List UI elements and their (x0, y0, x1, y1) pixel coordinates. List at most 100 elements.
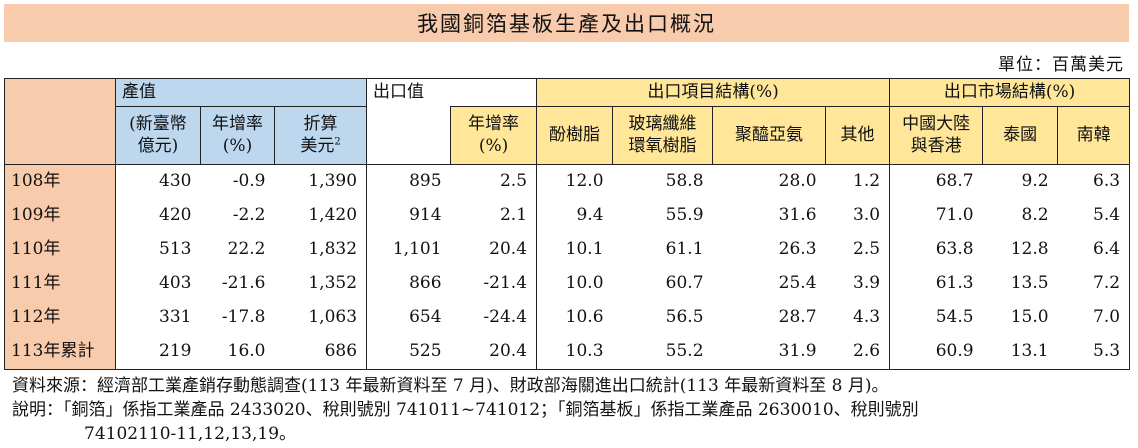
notes: 資料來源：經濟部工業產銷存動態調查(113 年最新資料至 7 月)、財政部海關進… (12, 374, 919, 446)
row-year: 108年 (4, 164, 116, 199)
cell-growth: 16.0 (200, 335, 275, 370)
cell-export-growth: 20.4 (450, 233, 538, 267)
cell-thailand: 13.5 (1010, 273, 1049, 294)
header-export-growth: 年增率 (%) (450, 106, 538, 165)
cell-korea: 7.0 (1057, 301, 1131, 335)
cell-glass-epoxy: 55.2 (612, 335, 713, 370)
cell-thailand: 9.2 (1021, 171, 1049, 192)
table-row: 109年 420 -2.2 1,420 914 2.1 9.4 55.9 31.6 3.0 71.0… (4, 199, 1131, 233)
header-ntd: (新臺幣 億元) (115, 106, 201, 165)
cell-other: 2.5 (825, 233, 891, 267)
cell-korea: 6.3 (1057, 164, 1131, 199)
cell-korea: 5.4 (1057, 199, 1131, 233)
cell-export: 895 (366, 164, 451, 199)
cell-export: 1,101 (366, 233, 451, 267)
cell-thailand: 12.8 (1010, 239, 1049, 260)
table-row: 112年 331 -17.8 1,063 654 -24.4 10.6 56.5 28.7 4.3… (4, 301, 1131, 335)
cell-thailand: 15.0 (1010, 307, 1049, 328)
cell-korea: 6.4 (1057, 233, 1131, 267)
cell-polyimide: 28.0 (778, 171, 817, 192)
table-row: 108年 430 -0.9 1,390 895 2.5 12.0 58.8 28.0 1.2 68.… (4, 164, 1131, 199)
cell-korea: 7.2 (1057, 267, 1131, 301)
cell-thailand: 13.1 (982, 335, 1058, 370)
row-year: 109年 (4, 199, 116, 233)
cell-glass-epoxy: 55.9 (665, 205, 704, 226)
cell-ntd: 219 (115, 335, 201, 370)
row-year: 113年累計 (4, 335, 116, 370)
table-row: 111年 403 -21.6 1,352 866 -21.4 10.0 60.7 25.4 3.9… (4, 267, 1131, 301)
cell-china-hk: 60.9 (889, 335, 983, 370)
cell-glass-epoxy: 58.8 (665, 171, 704, 192)
cell-export-growth: 2.5 (450, 164, 538, 199)
cell-other: 3.9 (825, 267, 891, 301)
table-row: 113年累計 219 16.0 686 525 20.4 10.3 55.2 31.9 2.6 60… (4, 335, 1131, 370)
cell-growth: 22.2 (227, 239, 266, 260)
cell-growth: -0.9 (232, 171, 266, 192)
source-note: 資料來源：經濟部工業產銷存動態調查(113 年最新資料至 7 月)、財政部海關進… (12, 376, 889, 396)
cell-export-growth: 20.4 (450, 335, 538, 370)
header-china-hk: 中國大陸 與香港 (889, 106, 984, 165)
cell-korea: 5.3 (1057, 335, 1131, 370)
row-year: 111年 (4, 267, 116, 301)
cell-growth: -21.6 (221, 273, 266, 294)
cell-export: 654 (366, 301, 451, 335)
cell-china-hk: 71.0 (889, 199, 983, 233)
cell-glass-epoxy: 61.1 (665, 239, 704, 260)
cell-polyimide: 26.3 (778, 239, 817, 260)
header-usd: 折算 美元2 (273, 106, 368, 165)
cell-export-growth: 2.1 (450, 199, 538, 233)
cell-glass-epoxy: 60.7 (665, 273, 704, 294)
cell-ntd: 513 (115, 233, 201, 267)
cell-ntd: 331 (115, 301, 201, 335)
cell-growth: -2.2 (232, 205, 266, 226)
cell-china-hk: 68.7 (889, 164, 983, 199)
corner-cell (4, 78, 116, 165)
cell-polyimide: 31.9 (712, 335, 826, 370)
cell-usd: 1,420 (274, 199, 368, 233)
table-row: 110年 513 22.2 1,832 1,101 20.4 10.1 61.1 26.3 2.5… (4, 233, 1131, 267)
cell-usd: 1,352 (274, 267, 368, 301)
cell-phenolic: 9.4 (536, 199, 613, 233)
header-export-markets: 出口市場結構(%) (889, 78, 1131, 107)
cell-other: 1.2 (825, 164, 891, 199)
header-export-value: 出口值 (366, 78, 538, 107)
cell-phenolic: 10.3 (536, 335, 613, 370)
cell-china-hk: 54.5 (889, 301, 983, 335)
cell-export-growth: -24.4 (450, 301, 538, 335)
copper-clad-laminate-table: 產值 出口值 出口項目結構(%) 出口市場結構(%) (新臺幣 億元) 年增率 (%… (4, 78, 1131, 370)
cell-china-hk: 61.3 (889, 267, 983, 301)
cell-export: 914 (366, 199, 451, 233)
header-phenolic: 酚樹脂 (536, 106, 614, 165)
cell-export-growth: -21.4 (450, 267, 538, 301)
cell-other: 4.3 (825, 301, 891, 335)
header-polyimide: 聚醯亞氨 (712, 106, 827, 165)
row-year: 112年 (4, 301, 116, 335)
header-thailand: 泰國 (982, 106, 1059, 165)
row-year: 110年 (4, 233, 116, 267)
header-glass-epoxy: 玻璃纖維 環氧樹脂 (612, 106, 714, 165)
cell-china-hk: 63.8 (889, 233, 983, 267)
cell-other: 3.0 (825, 199, 891, 233)
cell-export: 525 (366, 335, 451, 370)
cell-thailand: 8.2 (1021, 205, 1049, 226)
cell-polyimide: 25.4 (778, 273, 817, 294)
cell-polyimide: 31.6 (778, 205, 817, 226)
cell-phenolic: 10.1 (536, 233, 613, 267)
cell-usd: 1,390 (274, 164, 368, 199)
cell-export: 866 (366, 267, 451, 301)
cell-phenolic: 10.6 (536, 301, 613, 335)
unit-label: 單位：百萬美元 (998, 55, 1124, 75)
cell-glass-epoxy: 56.5 (665, 307, 704, 328)
explanation-note: 說明：「銅箔」係指工業產品 2433020、稅則號別 741011~741012… (12, 400, 919, 420)
header-production-value: 產值 (114, 78, 368, 107)
cell-growth: -17.8 (221, 307, 266, 328)
header-other: 其他 (825, 106, 891, 165)
cell-usd: 686 (274, 335, 368, 370)
cell-polyimide: 28.7 (778, 307, 817, 328)
cell-ntd: 403 (115, 267, 201, 301)
table-title: 我國銅箔基板生產及出口概況 (4, 4, 1129, 42)
header-export-items: 出口項目結構(%) (536, 78, 891, 107)
header-korea: 南韓 (1057, 106, 1131, 165)
cell-ntd: 420 (115, 199, 201, 233)
cell-usd: 1,063 (274, 301, 368, 335)
